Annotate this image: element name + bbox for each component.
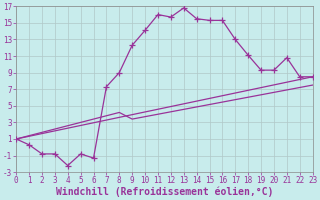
X-axis label: Windchill (Refroidissement éolien,°C): Windchill (Refroidissement éolien,°C) [56,187,273,197]
